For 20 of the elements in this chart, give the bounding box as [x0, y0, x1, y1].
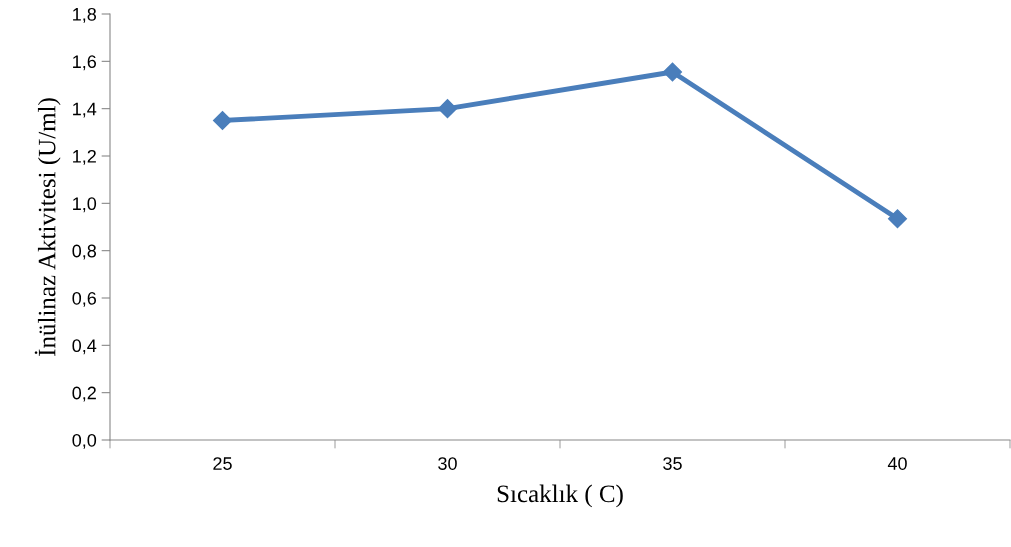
y-tick-label: 1,2 — [73, 149, 96, 165]
y-tick-label: 1,4 — [73, 102, 97, 118]
y-axis-title: İnülinaz Aktivitesi (U/ml) — [34, 98, 61, 356]
y-tick-label: 0,0 — [72, 433, 97, 449]
x-tick-label: 25 — [213, 457, 232, 470]
point — [437, 99, 458, 119]
x-tick-label: 30 — [438, 457, 457, 470]
point — [662, 62, 683, 82]
y-tick-label: 1,6 — [73, 55, 97, 71]
y-tick-label: 0,8 — [72, 244, 97, 260]
y-tick-label: 0,2 — [72, 386, 96, 402]
x-axis-title: Sıcaklık ( C) — [497, 484, 623, 508]
x-tick-label: 35 — [663, 457, 682, 470]
y-tick-label: 0,6 — [72, 291, 97, 307]
point — [212, 110, 233, 131]
y-tick-label: 1,8 — [73, 7, 97, 23]
x-tick-label: 40 — [887, 457, 907, 470]
point — [887, 209, 908, 229]
y-tick-label: 1,0 — [73, 197, 97, 213]
y-tick-label: 0,4 — [72, 339, 97, 355]
